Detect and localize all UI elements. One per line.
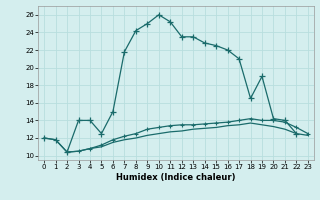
X-axis label: Humidex (Indice chaleur): Humidex (Indice chaleur) bbox=[116, 173, 236, 182]
